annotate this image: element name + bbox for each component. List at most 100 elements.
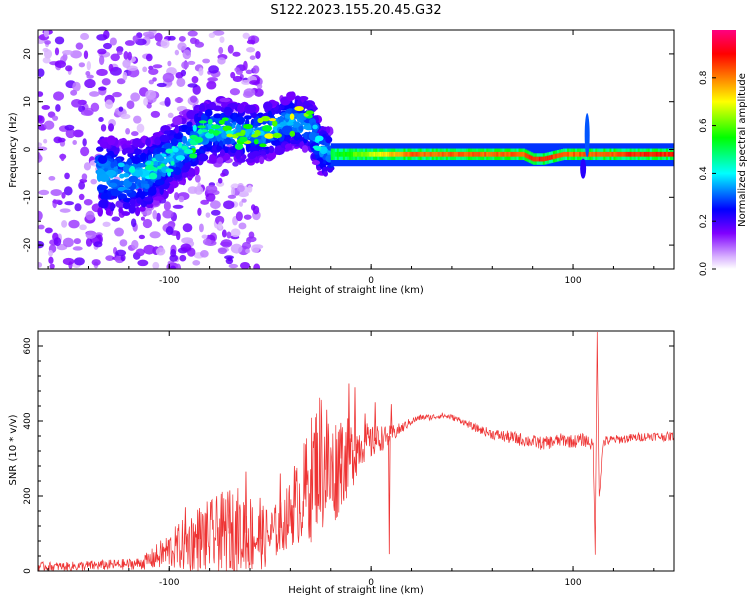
band-core bbox=[651, 151, 655, 157]
snr-spike bbox=[339, 422, 343, 459]
band-core bbox=[413, 151, 417, 157]
spectral-blob bbox=[105, 208, 112, 216]
noise-blob bbox=[48, 249, 54, 257]
noise-blob bbox=[162, 72, 175, 83]
noise-blob bbox=[93, 241, 103, 248]
spectral-blob bbox=[151, 199, 160, 206]
noise-blob bbox=[80, 32, 90, 41]
band-core bbox=[657, 151, 661, 157]
band-core bbox=[659, 151, 663, 157]
spectral-blob bbox=[99, 139, 110, 149]
snr-line bbox=[38, 331, 674, 571]
band-core bbox=[591, 151, 594, 157]
spectral-blob bbox=[199, 148, 204, 154]
spectral-blob bbox=[153, 196, 165, 201]
spectral-blob bbox=[235, 150, 242, 160]
spectral-blob bbox=[99, 198, 108, 209]
band-core bbox=[641, 151, 645, 157]
band-core bbox=[518, 151, 522, 157]
band-core bbox=[649, 151, 653, 157]
band-core bbox=[655, 151, 659, 157]
spectral-blob bbox=[173, 133, 183, 140]
spectral-blob bbox=[100, 192, 109, 202]
noise-blob bbox=[115, 249, 127, 257]
spectral-peak bbox=[272, 132, 282, 139]
noise-blob bbox=[116, 46, 124, 53]
colorbar-label: Normalized spectral amplitude bbox=[737, 73, 748, 227]
band-core bbox=[514, 151, 518, 157]
noise-blob bbox=[109, 37, 117, 46]
noise-blob bbox=[100, 124, 107, 132]
noise-blob bbox=[232, 161, 239, 167]
band-core bbox=[498, 151, 501, 157]
band-core bbox=[595, 151, 598, 157]
noise-blob bbox=[83, 198, 93, 206]
noise-blob bbox=[44, 40, 52, 45]
band-core bbox=[332, 151, 336, 157]
noise-blob bbox=[38, 154, 43, 163]
band-core bbox=[354, 151, 358, 157]
noise-blob bbox=[64, 201, 74, 206]
spectral-peak bbox=[208, 128, 215, 134]
band-core bbox=[385, 151, 388, 157]
noise-blob bbox=[62, 237, 74, 248]
spectrogram-y-ticks: -20 -10 0 10 20 bbox=[23, 29, 674, 270]
band-core bbox=[663, 151, 667, 157]
snr-spike bbox=[325, 409, 328, 470]
colorbar-tick-label: 0.2 bbox=[699, 214, 709, 228]
spectral-blob bbox=[135, 191, 146, 200]
spectral-blob bbox=[178, 162, 183, 169]
spectral-blob bbox=[129, 198, 136, 206]
noise-blob bbox=[208, 32, 216, 39]
spectral-peak bbox=[315, 135, 324, 142]
spectral-blob bbox=[136, 197, 142, 204]
band-core bbox=[462, 151, 465, 157]
noise-blob bbox=[114, 227, 124, 237]
y-tick-label: -20 bbox=[23, 237, 33, 252]
noise-blob bbox=[218, 46, 224, 55]
band-core bbox=[411, 151, 415, 157]
y-tick-label: -10 bbox=[23, 190, 33, 205]
noise-blob bbox=[221, 229, 227, 238]
band-core bbox=[466, 151, 469, 157]
noise-blob bbox=[202, 238, 212, 246]
noise-blob bbox=[249, 55, 256, 60]
noise-blob bbox=[197, 207, 202, 217]
spectral-blob bbox=[125, 140, 132, 146]
spectral-blob bbox=[268, 145, 275, 154]
noise-blob bbox=[38, 115, 45, 124]
spectral-blob bbox=[194, 165, 200, 176]
spectral-blob bbox=[134, 206, 141, 217]
noise-blob bbox=[127, 51, 132, 61]
noise-blob bbox=[208, 65, 219, 74]
band-core bbox=[363, 151, 366, 157]
noise-blob bbox=[61, 49, 74, 55]
noise-blob bbox=[90, 178, 97, 185]
noise-blob bbox=[253, 88, 264, 97]
spectral-blob bbox=[95, 146, 104, 152]
spectral-blob bbox=[227, 102, 239, 108]
band-core bbox=[512, 151, 516, 157]
snr-spike bbox=[347, 383, 351, 458]
spectral-peak bbox=[289, 113, 295, 120]
noise-blob bbox=[61, 192, 66, 199]
band-core bbox=[421, 151, 425, 157]
spectral-peak bbox=[197, 125, 206, 129]
noise-blob bbox=[198, 67, 204, 76]
noise-blob bbox=[243, 60, 248, 71]
x-tick-label: -100 bbox=[159, 276, 180, 286]
spectral-blob bbox=[184, 160, 191, 170]
noise-blob bbox=[156, 212, 161, 222]
band-core bbox=[389, 151, 392, 157]
spectral-peak bbox=[235, 132, 246, 137]
spectral-peak bbox=[225, 130, 234, 135]
noise-blob bbox=[202, 58, 211, 64]
noise-blob bbox=[103, 30, 110, 40]
spectrogram-x-ticks: -100 0 100 bbox=[47, 30, 655, 286]
spectral-blob bbox=[147, 187, 157, 196]
noise-blob bbox=[133, 115, 142, 124]
noise-blob bbox=[238, 201, 244, 207]
band-core bbox=[665, 151, 669, 157]
spectral-peak bbox=[146, 160, 151, 165]
noise-blob bbox=[48, 256, 54, 264]
